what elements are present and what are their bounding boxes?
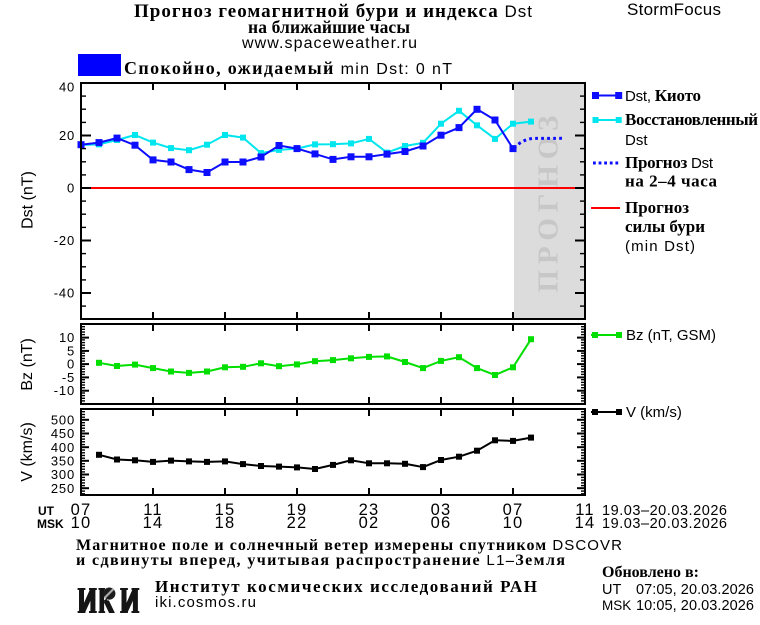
- svg-text:на ближайшие часы: на ближайшие часы: [248, 17, 410, 37]
- svg-text:UT: UT: [38, 504, 55, 518]
- svg-text:14: 14: [143, 514, 164, 532]
- svg-text:Прогноз геомагнитной бури и ин: Прогноз геомагнитной бури и индекса Dst: [134, 1, 532, 22]
- svg-text:400: 400: [51, 440, 75, 455]
- svg-text:ПРОГНОЗ: ПРОГНОЗ: [533, 116, 565, 293]
- svg-text:Dst: Dst: [625, 132, 648, 149]
- svg-text:-10: -10: [54, 383, 75, 398]
- svg-text:5: 5: [67, 343, 75, 358]
- svg-text:Прогноз Dst: Прогноз Dst: [625, 153, 714, 172]
- svg-text:Спокойно, ожидаемый min Dst: 0: Спокойно, ожидаемый min Dst: 0 nT: [124, 58, 452, 78]
- svg-text:V (km/s): V (km/s): [19, 422, 36, 482]
- svg-text:19.03–20.03.2026: 19.03–20.03.2026: [602, 516, 727, 532]
- svg-text:450: 450: [51, 426, 75, 441]
- svg-text:Прогноз: Прогноз: [625, 198, 689, 217]
- svg-text:0: 0: [67, 357, 75, 372]
- svg-text:силы бури: силы бури: [625, 217, 705, 236]
- svg-text:250: 250: [51, 481, 75, 496]
- svg-text:03: 03: [431, 501, 452, 519]
- svg-text:Институт космических исследова: Институт космических исследований РАН: [155, 577, 537, 596]
- svg-text:StormFocus: StormFocus: [627, 0, 721, 19]
- svg-text:10: 10: [71, 514, 92, 532]
- svg-text:11: 11: [575, 501, 595, 519]
- svg-text:Bz (nT): Bz (nT): [19, 338, 36, 390]
- svg-text:350: 350: [51, 453, 75, 468]
- svg-text:Dst, Киото: Dst, Киото: [625, 86, 701, 105]
- svg-text:Dst (nT): Dst (nT): [20, 171, 37, 229]
- svg-text:V (km/s): V (km/s): [626, 404, 682, 421]
- svg-text:14: 14: [575, 514, 596, 532]
- svg-text:Обновлено в:: Обновлено в:: [602, 564, 699, 581]
- svg-text:www.spaceweather.ru: www.spaceweather.ru: [241, 35, 417, 52]
- svg-text:40: 40: [59, 80, 75, 95]
- svg-text:19.03–20.03.2026: 19.03–20.03.2026: [602, 503, 727, 519]
- svg-text:23: 23: [359, 501, 380, 519]
- svg-text:Восстановленный: Восстановленный: [625, 110, 758, 129]
- svg-text:-20: -20: [54, 233, 75, 248]
- svg-text:на 2–4 часа: на 2–4 часа: [625, 172, 718, 191]
- svg-text:20: 20: [59, 128, 75, 143]
- svg-text:0: 0: [67, 181, 75, 196]
- svg-text:15: 15: [215, 501, 236, 519]
- svg-text:02: 02: [359, 514, 380, 532]
- svg-text:(min Dst): (min Dst): [625, 238, 695, 255]
- svg-text:500: 500: [51, 412, 75, 427]
- svg-text:Bz (nT, GSM): Bz (nT, GSM): [626, 327, 716, 344]
- svg-text:Магнитное поле и солнечный вет: Магнитное поле и солнечный ветер измерен…: [76, 537, 622, 554]
- svg-text:-5: -5: [62, 370, 75, 385]
- svg-text:MSK: MSK: [37, 517, 64, 531]
- svg-text:07: 07: [71, 501, 92, 519]
- svg-text:300: 300: [51, 467, 75, 482]
- svg-text:18: 18: [215, 514, 236, 532]
- svg-text:-40: -40: [54, 286, 75, 301]
- svg-text:19: 19: [287, 501, 308, 519]
- svg-text:10: 10: [59, 330, 75, 345]
- svg-text:22: 22: [287, 514, 308, 532]
- svg-text:07: 07: [503, 501, 524, 519]
- svg-text:06: 06: [431, 514, 452, 532]
- svg-text:iki.cosmos.ru: iki.cosmos.ru: [155, 594, 256, 611]
- svg-text:10: 10: [503, 514, 524, 532]
- svg-text:11: 11: [143, 501, 163, 519]
